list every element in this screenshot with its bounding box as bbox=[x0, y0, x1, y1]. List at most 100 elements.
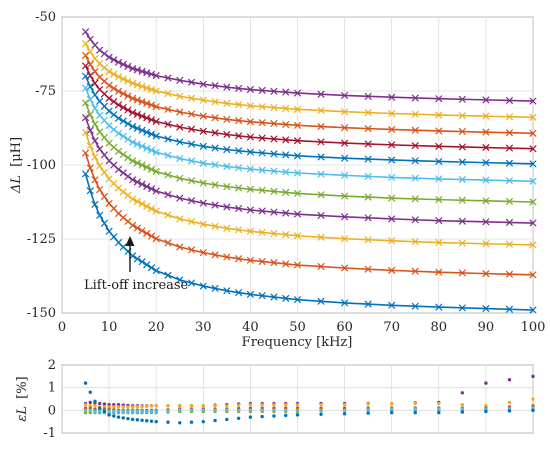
data-point bbox=[110, 84, 118, 92]
data-point bbox=[258, 103, 266, 111]
data-point bbox=[129, 221, 137, 230]
data-point bbox=[91, 176, 99, 184]
data-point bbox=[110, 56, 118, 64]
error-point bbox=[112, 405, 116, 409]
error-point bbox=[97, 401, 102, 406]
error-point bbox=[189, 404, 194, 408]
data-point bbox=[114, 147, 123, 156]
data-point bbox=[364, 265, 372, 273]
error-point bbox=[248, 415, 253, 419]
data-point bbox=[91, 120, 99, 128]
error-point bbox=[507, 378, 512, 382]
data-point bbox=[147, 70, 156, 78]
error-point bbox=[116, 405, 121, 409]
data-point bbox=[223, 287, 231, 295]
error-point bbox=[460, 407, 465, 411]
data-point bbox=[282, 168, 290, 176]
error-point bbox=[390, 407, 394, 411]
error-point bbox=[236, 408, 241, 413]
data-point bbox=[411, 216, 419, 224]
data-point bbox=[187, 78, 196, 86]
y-tick-label: -100 bbox=[27, 158, 56, 173]
error-point bbox=[319, 408, 323, 413]
data-point bbox=[270, 259, 278, 267]
error-point bbox=[135, 409, 140, 414]
data-point bbox=[138, 98, 146, 106]
data-point bbox=[176, 194, 184, 202]
data-point bbox=[110, 70, 118, 78]
data-point bbox=[482, 304, 490, 313]
annotation-lift-off-increase: Lift-off increase bbox=[84, 278, 189, 293]
data-point bbox=[505, 159, 514, 167]
y-tick-label: -150 bbox=[27, 306, 56, 321]
data-point bbox=[152, 87, 160, 95]
x-tick-label: 0 bbox=[58, 320, 66, 335]
data-point bbox=[187, 217, 196, 226]
error-point bbox=[88, 400, 92, 405]
data-point bbox=[388, 125, 396, 134]
data-point bbox=[235, 226, 243, 234]
data-point bbox=[81, 40, 90, 48]
data-point bbox=[482, 176, 490, 184]
error-point bbox=[460, 410, 465, 414]
data-point bbox=[293, 89, 302, 97]
data-point bbox=[258, 166, 266, 174]
data-point bbox=[199, 220, 207, 228]
data-point bbox=[143, 182, 151, 191]
data-point bbox=[211, 144, 219, 152]
data-point bbox=[246, 256, 255, 264]
error-point bbox=[121, 405, 125, 409]
error-point bbox=[236, 403, 241, 407]
data-point bbox=[86, 111, 94, 119]
error-point bbox=[126, 416, 130, 421]
data-point bbox=[152, 132, 160, 140]
error-point bbox=[102, 402, 107, 406]
data-point bbox=[129, 94, 137, 103]
data-point bbox=[505, 197, 514, 206]
data-point bbox=[364, 155, 372, 163]
error-point bbox=[83, 402, 88, 407]
data-point bbox=[152, 167, 160, 176]
data-point bbox=[81, 72, 90, 80]
data-point bbox=[458, 217, 466, 225]
data-point bbox=[124, 120, 132, 128]
data-point bbox=[147, 101, 156, 109]
data-point bbox=[435, 303, 443, 311]
error-point bbox=[236, 416, 241, 420]
data-point bbox=[458, 127, 466, 136]
data-point bbox=[340, 171, 349, 179]
error-point bbox=[213, 404, 217, 408]
data-point bbox=[147, 85, 156, 94]
x-axis-label: Frequency [kHz] bbox=[242, 335, 353, 350]
error-point bbox=[93, 399, 97, 403]
data-point bbox=[133, 178, 141, 186]
data-point bbox=[270, 293, 278, 301]
data-point bbox=[505, 144, 514, 152]
data-point bbox=[187, 177, 196, 185]
data-point bbox=[81, 62, 90, 70]
error-point bbox=[178, 421, 182, 425]
data-point bbox=[458, 143, 466, 151]
error-point bbox=[178, 404, 182, 408]
error-point bbox=[284, 402, 288, 407]
data-point bbox=[388, 141, 396, 149]
data-point bbox=[211, 161, 219, 169]
error-point bbox=[437, 401, 441, 406]
data-point bbox=[317, 138, 325, 146]
error-y-tick-label: 1 bbox=[48, 381, 56, 396]
data-point bbox=[317, 153, 325, 161]
data-point bbox=[164, 190, 172, 199]
data-point bbox=[187, 279, 196, 287]
data-point bbox=[529, 177, 537, 185]
data-point bbox=[129, 176, 137, 184]
data-point bbox=[317, 191, 325, 199]
error-point bbox=[107, 413, 111, 417]
error-y-tick-labels: -1 0 1 2 bbox=[43, 358, 56, 441]
data-point bbox=[96, 128, 104, 136]
data-point bbox=[246, 118, 255, 126]
data-point bbox=[258, 257, 266, 266]
data-point bbox=[458, 111, 466, 120]
data-point bbox=[114, 101, 123, 109]
data-point bbox=[529, 241, 537, 249]
data-point bbox=[187, 197, 196, 205]
